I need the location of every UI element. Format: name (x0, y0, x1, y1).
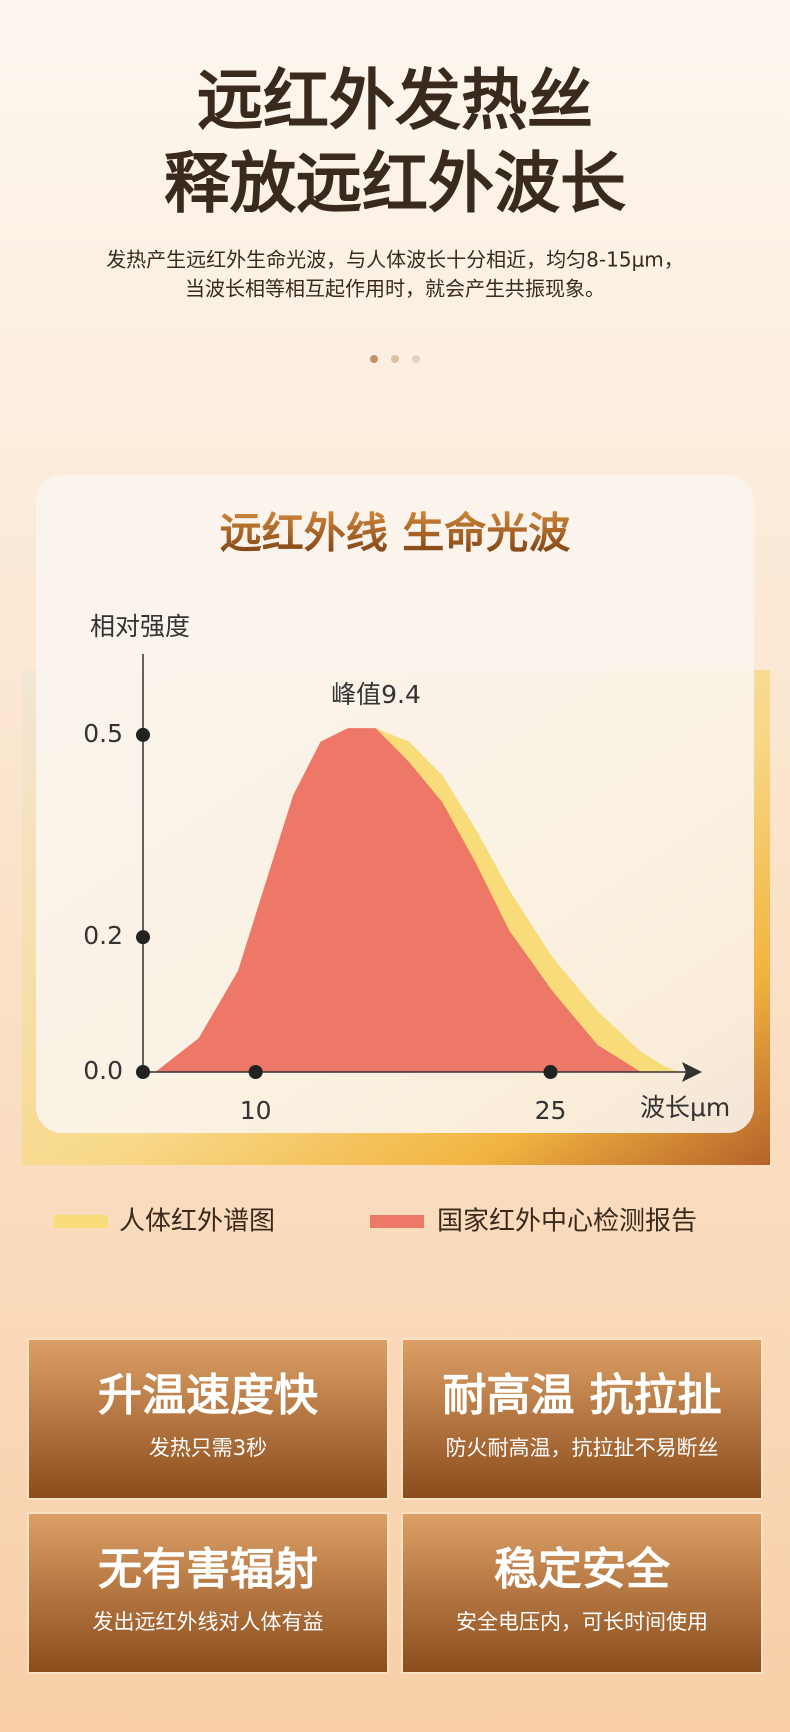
legend-swatch (370, 1215, 424, 1228)
feature-title: 稳定安全 (494, 1544, 671, 1595)
feature-subtitle: 安全电压内，可长时间使用 (456, 1610, 708, 1634)
feature-card (401, 1512, 763, 1674)
y-tick-label: 0.2 (83, 921, 123, 950)
y-tick-label: 0.0 (83, 1056, 123, 1085)
legend-label: 人体红外谱图 (119, 1207, 275, 1237)
feature-subtitle: 发热只需3秒 (149, 1436, 267, 1460)
x-tick-mark (248, 1065, 263, 1079)
title-line: 释放远红外波长 (164, 145, 626, 222)
feature-title: 升温速度快 (98, 1370, 319, 1421)
feature-card (27, 1512, 389, 1674)
plot (155, 728, 679, 1072)
x-tick-mark (543, 1065, 558, 1079)
feature-card (401, 1338, 763, 1500)
feature-card (27, 1338, 389, 1500)
pager-dot (391, 355, 399, 363)
axis-arrow (682, 1062, 702, 1082)
feature-title: 耐高温 抗拉扯 (442, 1370, 721, 1421)
title-line: 远红外发热丝 (197, 62, 593, 139)
chart-title: 远红外线 生命光波 (220, 509, 571, 558)
x-tick-label: 10 (240, 1096, 272, 1125)
pager-dot (412, 355, 420, 363)
legend-label: 国家红外中心检测报告 (437, 1207, 697, 1237)
area (155, 728, 679, 1072)
annotation: 峰值9.4 (331, 680, 421, 709)
y-tick-mark (136, 930, 150, 945)
y-tick-label: 0.5 (83, 719, 123, 748)
pager-dot (370, 355, 378, 363)
subtitle-line: 当波长相等相互起作用时，就会产生共振现象。 (185, 277, 605, 301)
y-tick-mark (136, 1065, 150, 1079)
feature-title: 无有害辐射 (98, 1544, 318, 1595)
x-axis-label: 波长μm (640, 1093, 730, 1122)
y-tick-mark (136, 727, 150, 742)
feature-subtitle: 发出远红外线对人体有益 (93, 1610, 324, 1634)
x-tick-label: 25 (535, 1096, 567, 1125)
y-axis-label: 相对强度 (90, 612, 190, 641)
subtitle-line: 发热产生远红外生命光波，与人体波长十分相近，均匀8-15μm， (106, 248, 684, 272)
legend-swatch (54, 1215, 108, 1228)
feature-subtitle: 防火耐高温，抗拉扯不易断丝 (446, 1436, 719, 1460)
